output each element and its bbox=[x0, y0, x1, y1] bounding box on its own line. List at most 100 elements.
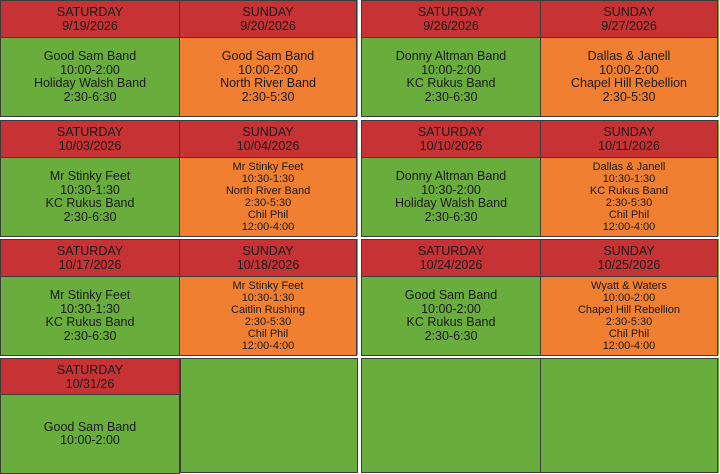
saturday-header: SATURDAY 9/19/2026 bbox=[0, 0, 180, 38]
date-label: 10/24/2026 bbox=[419, 258, 483, 272]
sunday-header: SUNDAY 9/20/2026 bbox=[179, 0, 357, 38]
day-label: SATURDAY bbox=[417, 5, 485, 19]
saturday-events: Good Sam Band 10:00-2:00 Holiday Walsh B… bbox=[0, 37, 180, 117]
day-label: SATURDAY bbox=[417, 125, 485, 139]
sunday-header: SUNDAY 10/18/2026 bbox=[179, 239, 357, 277]
date-label: 10/25/2026 bbox=[597, 258, 661, 272]
date-label: 9/26/2026 bbox=[423, 19, 479, 33]
weekend-block-3: SATURDAY 10/03/2026 SUNDAY 10/04/2026 Mr… bbox=[0, 120, 358, 237]
band-name: Holiday Walsh Band bbox=[394, 196, 508, 210]
band-name: Dallas & Janell bbox=[587, 49, 671, 63]
day-label: SUNDAY bbox=[603, 125, 655, 139]
day-label: SATURDAY bbox=[56, 5, 124, 19]
time-slot: 10:00-2:00 bbox=[599, 62, 659, 77]
saturday-events: Donny Altman Band 10:30-2:00 Holiday Wal… bbox=[361, 157, 541, 237]
time-slot: 2:30-5:30 bbox=[605, 316, 653, 328]
band-name: Good Sam Band bbox=[404, 288, 498, 302]
saturday-events: Mr Stinky Feet 10:30-1:30 KC Rukus Band … bbox=[0, 276, 180, 356]
time-slot: 10:00-2:00 bbox=[602, 291, 656, 304]
time-slot: 2:30-6:30 bbox=[63, 89, 117, 104]
day-label: SATURDAY bbox=[56, 125, 124, 139]
time-slot: 10:30-1:30 bbox=[60, 182, 120, 197]
time-slot: 12:00-4:00 bbox=[241, 340, 295, 353]
band-name: Chil Phil bbox=[247, 209, 289, 222]
saturday-header: SATURDAY 10/31/26 bbox=[0, 358, 180, 395]
time-slot: 10:00-2:00 bbox=[421, 62, 481, 77]
day-label: SUNDAY bbox=[603, 5, 655, 19]
date-label: 10/11/2026 bbox=[598, 139, 660, 153]
day-label: SUNDAY bbox=[242, 5, 294, 19]
time-slot: 2:30-5:30 bbox=[605, 197, 653, 209]
saturday-events: Mr Stinky Feet 10:30-1:30 KC Rukus Band … bbox=[0, 157, 180, 237]
empty-cell bbox=[180, 358, 358, 473]
time-slot: 2:30-6:30 bbox=[63, 328, 117, 343]
time-slot: 10:30-1:30 bbox=[60, 301, 120, 316]
saturday-header: SATURDAY 10/10/2026 bbox=[361, 120, 541, 158]
band-name: Wyatt & Waters bbox=[591, 279, 667, 292]
saturday-events: Good Sam Band 10:00-2:00 KC Rukus Band 2… bbox=[361, 276, 541, 356]
band-name: KC Rukus Band bbox=[45, 196, 135, 210]
time-slot: 2:30-6:30 bbox=[424, 209, 478, 224]
band-name: Mr Stinky Feet bbox=[49, 169, 131, 183]
sunday-header: SUNDAY 9/27/2026 bbox=[540, 0, 718, 38]
day-label: SUNDAY bbox=[242, 244, 294, 258]
time-slot: 10:00-2:00 bbox=[60, 62, 120, 77]
sunday-header: SUNDAY 10/25/2026 bbox=[540, 239, 718, 277]
date-label: 10/10/2026 bbox=[419, 139, 483, 153]
time-slot: 2:30-5:30 bbox=[244, 316, 292, 328]
weekend-block-1: SATURDAY 9/19/2026 SUNDAY 9/20/2026 Good… bbox=[0, 0, 358, 117]
time-slot: 10:00-2:00 bbox=[60, 433, 120, 447]
time-slot: 2:30-5:30 bbox=[602, 89, 656, 104]
band-name: Chil Phil bbox=[247, 328, 289, 341]
time-slot: 12:00-4:00 bbox=[241, 221, 295, 234]
time-slot: 2:30-6:30 bbox=[424, 89, 478, 104]
band-name: KC Rukus Band bbox=[45, 315, 135, 329]
sunday-events: Mr Stinky Feet 10:30-1:30 Caitlin Rushin… bbox=[179, 276, 357, 356]
sunday-events: Dallas & Janell 10:30-1:30 KC Rukus Band… bbox=[540, 157, 718, 237]
date-label: 9/27/2026 bbox=[601, 19, 657, 33]
sunday-events: Mr Stinky Feet 10:30-1:30 North River Ba… bbox=[179, 157, 357, 237]
weekend-block-7: SATURDAY 10/31/26 Good Sam Band 10:00-2:… bbox=[0, 358, 358, 474]
time-slot: 2:30-6:30 bbox=[63, 209, 117, 224]
sunday-events: Wyatt & Waters 10:00-2:00 Chapel Hill Re… bbox=[540, 276, 718, 356]
sunday-events: Good Sam Band 10:00-2:00 North River Ban… bbox=[179, 37, 357, 117]
saturday-events: Donny Altman Band 10:00-2:00 KC Rukus Ba… bbox=[361, 37, 541, 117]
band-name: Dallas & Janell bbox=[592, 160, 666, 173]
time-slot: 10:00-2:00 bbox=[238, 62, 298, 77]
band-name: Mr Stinky Feet bbox=[232, 279, 304, 292]
band-name: Donny Altman Band bbox=[395, 49, 507, 63]
weekend-block-4: SATURDAY 10/10/2026 SUNDAY 10/11/2026 Do… bbox=[361, 120, 719, 237]
day-label: SATURDAY bbox=[56, 362, 124, 377]
sunday-events: Dallas & Janell 10:00-2:00 Chapel Hill R… bbox=[540, 37, 718, 117]
empty-cell bbox=[361, 358, 541, 473]
band-name: Mr Stinky Feet bbox=[232, 160, 304, 173]
band-name: Good Sam Band bbox=[43, 419, 137, 434]
time-slot: 10:30-1:30 bbox=[602, 172, 656, 185]
time-slot: 2:30-6:30 bbox=[424, 328, 478, 343]
band-name: KC Rukus Band bbox=[406, 315, 496, 329]
time-slot: 2:30-5:30 bbox=[241, 89, 295, 104]
date-label: 10/17/2026 bbox=[58, 258, 122, 272]
band-name: North River Band bbox=[220, 76, 316, 90]
band-name: Chil Phil bbox=[608, 209, 650, 222]
day-label: SATURDAY bbox=[417, 244, 485, 258]
empty-cell bbox=[540, 358, 718, 473]
sunday-header: SUNDAY 10/11/2026 bbox=[540, 120, 718, 158]
time-slot: 2:30-5:30 bbox=[244, 197, 292, 209]
time-slot: 12:00-4:00 bbox=[602, 340, 656, 353]
saturday-header: SATURDAY 10/17/2026 bbox=[0, 239, 180, 277]
day-label: SUNDAY bbox=[242, 125, 294, 139]
band-name: KC Rukus Band bbox=[589, 184, 669, 197]
saturday-header: SATURDAY 10/03/2026 bbox=[0, 120, 180, 158]
date-label: 9/20/2026 bbox=[240, 19, 296, 33]
weekend-block-6: SATURDAY 10/24/2026 SUNDAY 10/25/2026 Go… bbox=[361, 239, 719, 356]
band-name: Caitlin Rushing bbox=[231, 303, 305, 316]
band-name: Donny Altman Band bbox=[395, 169, 507, 183]
saturday-header: SATURDAY 9/26/2026 bbox=[361, 0, 541, 38]
date-label: 10/04/2026 bbox=[236, 139, 300, 153]
saturday-events: Good Sam Band 10:00-2:00 bbox=[0, 394, 180, 474]
time-slot: 12:00-4:00 bbox=[602, 221, 656, 234]
time-slot: 10:30-1:30 bbox=[241, 291, 295, 304]
band-name: Mr Stinky Feet bbox=[49, 288, 131, 302]
